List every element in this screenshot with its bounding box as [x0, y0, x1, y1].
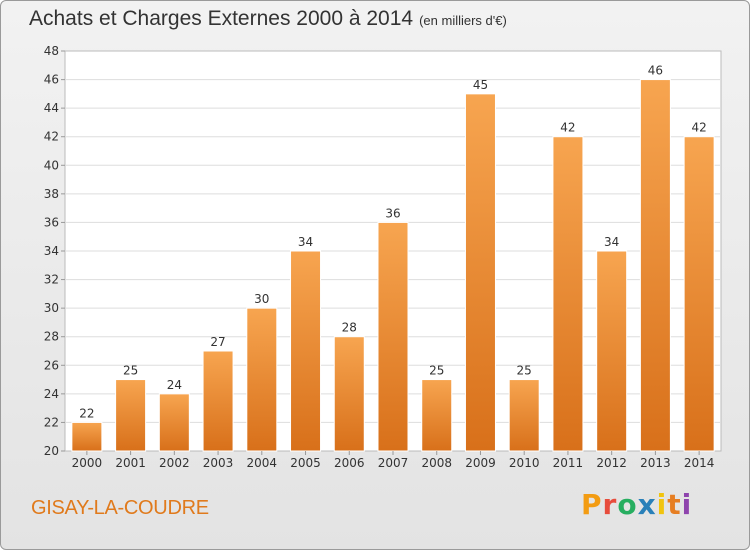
data-label: 24 — [167, 378, 182, 392]
y-axis-ticks: 20 22 24 26 28 30 32 34 36 38 40 42 44 46 48 — [44, 44, 65, 458]
data-label: 42 — [560, 121, 575, 135]
bar-2010 — [508, 379, 540, 452]
x-tick-label: 2000 — [72, 456, 103, 470]
y-tick-label: 28 — [44, 330, 59, 344]
bar-2005 — [290, 250, 322, 452]
brand-letter: P — [581, 488, 603, 521]
data-label: 22 — [79, 406, 94, 420]
y-tick-label: 32 — [44, 273, 59, 287]
brand-letter: i — [681, 488, 693, 521]
proxiti-logo: Proxiti — [581, 488, 692, 521]
x-tick-label: 2009 — [465, 456, 496, 470]
data-label: 25 — [429, 364, 444, 378]
bar-2002 — [158, 393, 190, 452]
y-tick-label: 26 — [44, 358, 59, 372]
y-tick-label: 48 — [44, 44, 59, 58]
bar-2008 — [421, 379, 453, 452]
x-tick-label: 2012 — [596, 456, 627, 470]
x-tick-label: 2011 — [553, 456, 584, 470]
chart-title: Achats et Charges Externes 2000 à 2014 (e… — [29, 7, 507, 31]
brand-letter: i — [656, 488, 668, 521]
bar-2011 — [552, 136, 584, 452]
bar-2001 — [115, 379, 147, 452]
data-label: 25 — [123, 364, 138, 378]
title-text: Achats et Charges Externes 2000 à 2014 — [29, 7, 414, 30]
bar-2007 — [377, 221, 409, 452]
data-label: 42 — [691, 121, 706, 135]
data-label: 46 — [648, 64, 663, 78]
y-tick-label: 34 — [44, 244, 59, 258]
data-label: 45 — [473, 78, 488, 92]
data-label: 34 — [604, 235, 619, 249]
data-label: 36 — [385, 206, 400, 220]
brand-letter: t — [667, 488, 682, 521]
x-tick-label: 2001 — [115, 456, 146, 470]
data-label: 30 — [254, 292, 269, 306]
brand-letter: o — [617, 488, 638, 521]
bar-2013 — [639, 79, 671, 452]
y-tick-label: 38 — [44, 187, 59, 201]
x-tick-label: 2008 — [421, 456, 452, 470]
bars-group: 22 25 24 27 30 34 28 36 25 45 25 42 34 46 42 — [71, 64, 715, 452]
data-label: 28 — [342, 321, 357, 335]
x-tick-label: 2014 — [684, 456, 715, 470]
y-tick-label: 44 — [44, 101, 59, 115]
x-tick-label: 2005 — [290, 456, 321, 470]
bar-2004 — [246, 307, 278, 452]
y-tick-label: 20 — [44, 444, 59, 458]
y-tick-label: 30 — [44, 301, 59, 315]
bar-2003 — [202, 350, 234, 452]
bar-2006 — [333, 336, 365, 452]
x-axis-ticks: 2000 2001 2002 2003 2004 2005 2006 2007 2008 2009… — [72, 451, 715, 470]
commune-name: GISAY-LA-COUDRE — [31, 497, 209, 519]
x-tick-label: 2002 — [159, 456, 190, 470]
x-tick-label: 2006 — [334, 456, 365, 470]
x-tick-label: 2007 — [378, 456, 409, 470]
x-tick-label: 2004 — [247, 456, 278, 470]
brand-letter: r — [602, 488, 618, 521]
y-tick-label: 40 — [44, 158, 59, 172]
title-unit: (en milliers d'€) — [419, 13, 507, 28]
x-tick-label: 2010 — [509, 456, 540, 470]
bar-2014 — [683, 136, 715, 452]
y-tick-label: 22 — [44, 415, 59, 429]
bar-2000 — [71, 421, 103, 452]
data-label: 25 — [517, 364, 532, 378]
bar-2009 — [464, 93, 496, 452]
data-label: 27 — [210, 335, 225, 349]
data-label: 34 — [298, 235, 313, 249]
x-tick-label: 2003 — [203, 456, 234, 470]
y-tick-label: 36 — [44, 215, 59, 229]
y-tick-label: 42 — [44, 130, 59, 144]
y-tick-label: 24 — [44, 387, 59, 401]
brand-letter: x — [637, 488, 657, 521]
y-tick-label: 46 — [44, 73, 59, 87]
bar-2012 — [596, 250, 628, 452]
x-tick-label: 2013 — [640, 456, 671, 470]
